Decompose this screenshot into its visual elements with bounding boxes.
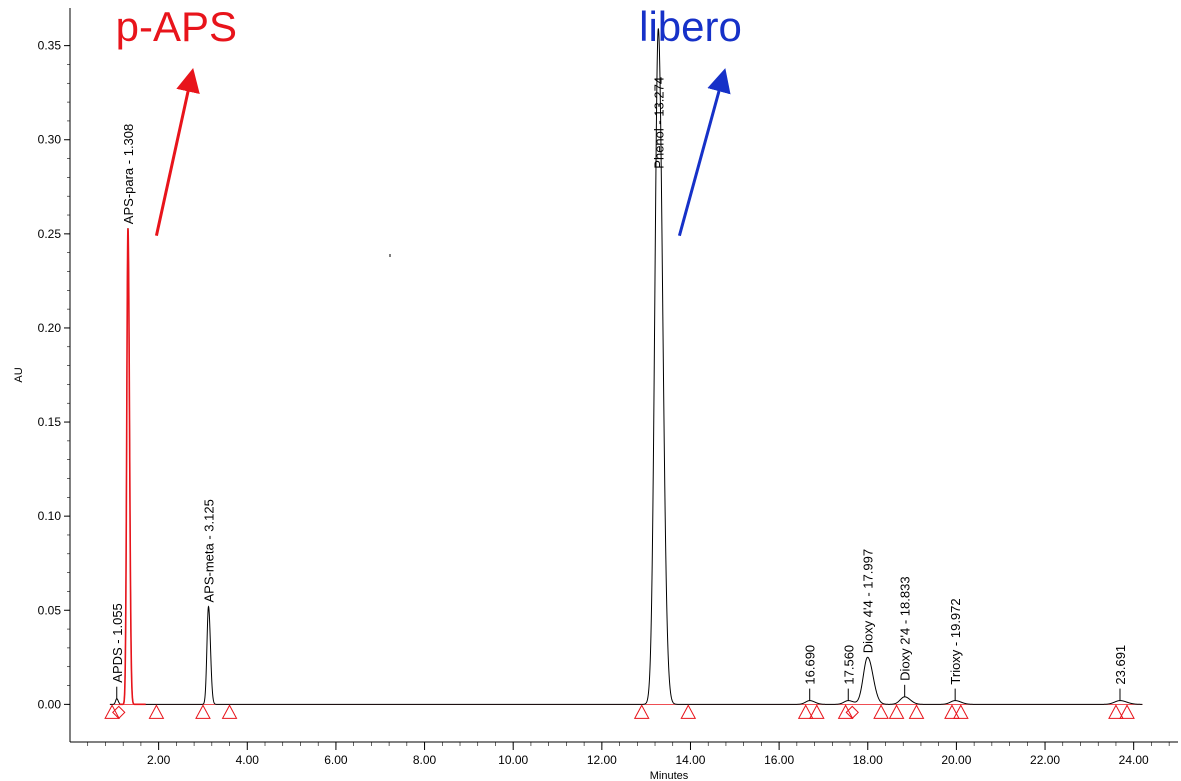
integration-triangle-marker [1108, 704, 1124, 719]
integration-triangle-marker [808, 704, 825, 719]
integration-triangle-marker [944, 704, 960, 719]
peak-label: Dioxy 2'4 - 18.833 [898, 576, 913, 680]
peak-label: 17.560 [841, 645, 856, 685]
peak-label: Dioxy 4'4 - 17.997 [861, 549, 876, 653]
x-tick-label: 2.00 [147, 753, 171, 767]
integration-triangle-marker [633, 704, 650, 719]
integration-triangle-marker [195, 704, 211, 719]
x-tick-label: 14.00 [675, 753, 705, 767]
libero-arrow [677, 68, 731, 237]
integration-triangle-marker [680, 704, 697, 719]
chromatogram-trace [109, 28, 1143, 705]
peak-label: APS-meta - 3.125 [202, 499, 217, 602]
x-tick-label: 12.00 [587, 753, 617, 767]
integration-triangle-marker [148, 704, 165, 719]
integration-diamond-marker [112, 705, 126, 720]
x-tick-label: 20.00 [941, 753, 971, 767]
trace-layer [109, 28, 1143, 706]
y-tick-label: 0.20 [38, 321, 62, 335]
integration-triangle-marker [888, 704, 905, 719]
x-tick-label: 16.00 [764, 753, 794, 767]
integration-triangle-marker [221, 704, 238, 719]
x-tick-label: 18.00 [853, 753, 883, 767]
annotation-layer: p-APS libero [116, 3, 742, 257]
peak-label: 23.691 [1113, 645, 1128, 685]
integration-triangle-marker [1119, 704, 1135, 719]
peak-label: APDS - 1.055 [110, 603, 125, 683]
peak-label: APS-para - 1.308 [121, 124, 136, 224]
integration-triangle-marker [104, 704, 120, 719]
p-aps-arrow [154, 68, 200, 237]
x-tick-label: 8.00 [413, 753, 437, 767]
x-tick-label: 22.00 [1030, 753, 1060, 767]
x-axis-title: Minutes [650, 770, 689, 781]
integration-triangle-marker [873, 704, 889, 719]
integration-diamond-marker [845, 705, 859, 720]
libero-annotation: libero [639, 3, 742, 50]
x-tick-label: 4.00 [236, 753, 260, 767]
integration-triangle-marker [952, 704, 969, 719]
integration-triangle-marker [797, 704, 814, 719]
x-tick-label: 24.00 [1119, 753, 1149, 767]
integration-triangle-marker [908, 704, 925, 719]
y-tick-label: 0.35 [38, 39, 62, 53]
y-tick-label: 0.10 [38, 509, 62, 523]
label-layer: APDS - 1.055 APS-para - 1.308 APS-meta - 3… [110, 77, 1128, 701]
axis-layer: 0.00 0.05 0.10 0.15 0.20 0.25 0.30 0.35 2.00 4.00… [13, 8, 1178, 781]
y-tick-label: 0.25 [38, 227, 62, 241]
x-tick-label: 6.00 [324, 753, 348, 767]
peak-trace-aps-para [119, 228, 146, 706]
y-tick-label: 0.15 [38, 415, 62, 429]
p-aps-annotation: p-APS [116, 3, 237, 50]
y-tick-label: 0.00 [38, 697, 62, 711]
y-axis-title: AU [13, 367, 25, 382]
peak-label: Trioxy - 19.972 [948, 598, 963, 684]
peak-label: 16.690 [803, 645, 818, 685]
peak-label: Phenol - 13.274 [651, 77, 666, 169]
x-tick-label: 10.00 [498, 753, 528, 767]
y-tick-label: 0.05 [38, 603, 62, 617]
y-tick-label: 0.30 [38, 133, 62, 147]
integration-triangle-marker [837, 704, 854, 719]
marker-layer [104, 704, 1135, 720]
